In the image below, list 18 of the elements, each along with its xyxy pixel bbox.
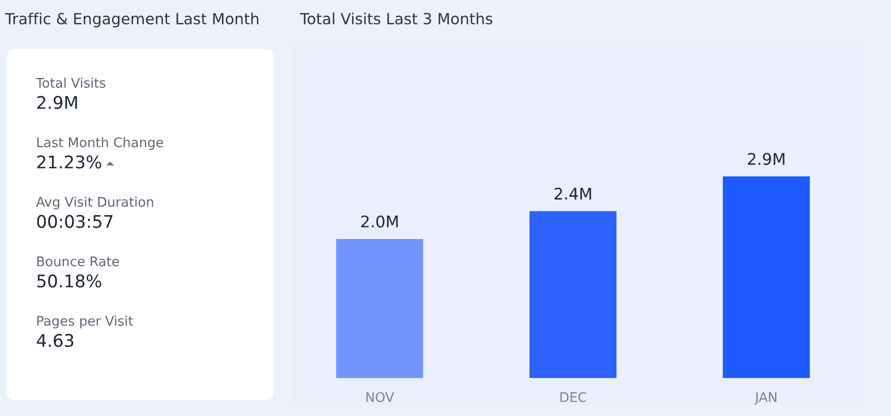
x-tick-label: DEC bbox=[560, 392, 586, 402]
text: 00:03:57 bbox=[37, 214, 112, 228]
data-label: 2.0M bbox=[361, 215, 398, 228]
text: Bounce Rate bbox=[37, 256, 119, 266]
x-tick-label: NOV bbox=[366, 392, 394, 402]
text: 50.18% bbox=[37, 274, 102, 288]
text: Last Month Change bbox=[37, 137, 164, 150]
text: 2.9M bbox=[37, 96, 77, 110]
text: Pages per Visit bbox=[37, 316, 133, 328]
chart-title: Total Visits Last 3 Months bbox=[300, 12, 492, 24]
data-label: 2.9M bbox=[748, 152, 784, 165]
text: 4.63 bbox=[36, 334, 74, 348]
text: 21.23% bbox=[37, 155, 102, 169]
text: Total Visits bbox=[36, 78, 106, 88]
text: Traffic & Engagement Last Month bbox=[4, 12, 258, 28]
x-tick-label: JAN bbox=[754, 392, 776, 405]
data-label: 2.4M bbox=[554, 188, 592, 200]
text: Avg Visit Duration bbox=[36, 196, 154, 210]
